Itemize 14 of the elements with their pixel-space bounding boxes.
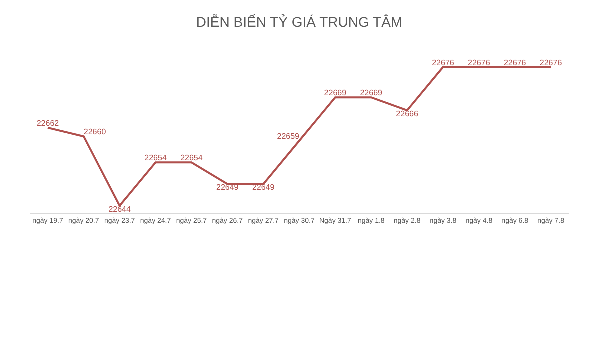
- data-label: 22662: [36, 118, 60, 128]
- data-label: 22676: [540, 58, 563, 68]
- data-label: 22676: [432, 58, 455, 68]
- data-label: 22654: [180, 154, 204, 163]
- data-label: 22676: [468, 58, 491, 68]
- data-label: 22659: [277, 132, 300, 141]
- data-label: 22676: [504, 58, 527, 68]
- data-label: 22654: [144, 154, 168, 163]
- chart-title: DIỄN BIẾN TỶ GIÁ TRUNG TÂM: [196, 14, 403, 30]
- data-label: 22660: [84, 128, 107, 137]
- data-label: 22666: [396, 110, 419, 119]
- data-label: 22644: [108, 204, 132, 214]
- data-label: 22669: [360, 88, 384, 98]
- data-label: 22669: [324, 88, 348, 98]
